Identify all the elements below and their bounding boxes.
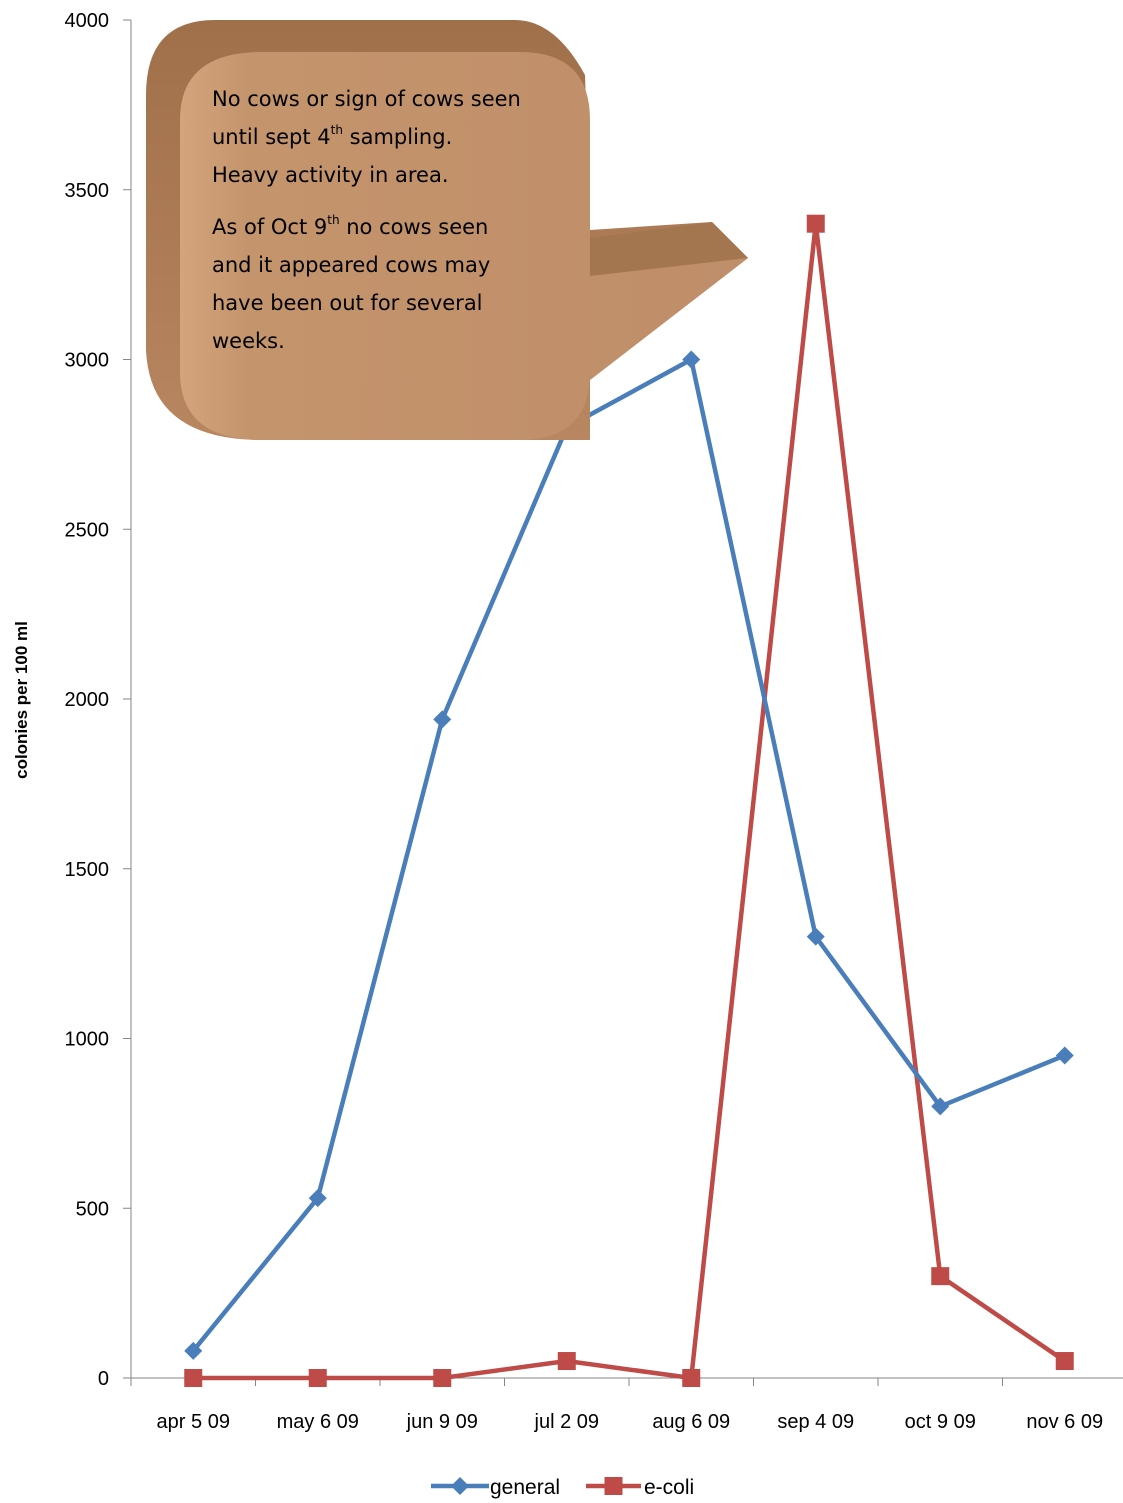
callout-text: No cows or sign of cows seen until sept … — [212, 80, 582, 374]
x-tick-label: oct 9 09 — [905, 1411, 976, 1433]
x-tick-label: apr 5 09 — [157, 1411, 230, 1433]
data-point-general — [1055, 1046, 1074, 1065]
data-point-e-coli — [557, 1352, 576, 1371]
callout-line: Heavy activity in area. — [212, 163, 449, 187]
y-axis-label-group: colonies per 100 ml — [12, 621, 31, 779]
y-tick-label: 2500 — [65, 519, 110, 541]
callout-line: no cows seen — [339, 215, 489, 239]
data-point-e-coli — [184, 1369, 203, 1387]
callout-line: As of Oct 9 — [212, 215, 328, 239]
legend: general e-coli — [431, 1476, 694, 1499]
data-point-general — [184, 1341, 203, 1360]
callout-line: until sept 4 — [212, 125, 331, 149]
x-tick-label: jun 9 09 — [406, 1411, 478, 1433]
x-tick-label: may 6 09 — [277, 1411, 359, 1433]
data-point-e-coli — [931, 1267, 950, 1286]
y-tick-label: 4000 — [65, 10, 110, 32]
callout-line: have been out for several — [212, 291, 483, 315]
data-point-general — [806, 927, 825, 946]
data-point-general — [433, 710, 452, 729]
callout-line: sampling. — [342, 125, 453, 149]
y-tick-label: 500 — [76, 1198, 109, 1220]
series-layer — [184, 214, 1074, 1387]
callout-paragraph-2: As of Oct 9th no cows seen and it appear… — [212, 208, 582, 360]
legend-label: e-coli — [644, 1476, 694, 1499]
axes: 0 500 1000 1500 2000 2500 3000 3500 4000 apr 5 09… — [65, 10, 1123, 1433]
legend-item-e-coli: e-coli — [586, 1476, 694, 1499]
callout-line: weeks. — [212, 329, 285, 353]
legend-marker — [451, 1477, 469, 1495]
x-tick-label: sep 4 09 — [777, 1411, 854, 1433]
callout — [146, 20, 748, 440]
legend-marker — [604, 1477, 623, 1495]
series-general — [184, 350, 1074, 1360]
data-point-e-coli — [308, 1369, 327, 1387]
callout-paragraph-1: No cows or sign of cows seen until sept … — [212, 80, 582, 194]
callout-superscript: th — [327, 213, 340, 227]
series-line-general — [191, 357, 1066, 1353]
data-point-general — [931, 1097, 950, 1116]
callout-superscript: th — [330, 123, 343, 137]
data-point-e-coli — [806, 214, 825, 233]
series-line-e-coli — [193, 221, 1067, 1381]
x-tick-label: nov 6 09 — [1026, 1411, 1103, 1433]
y-tick-label: 1000 — [65, 1029, 110, 1051]
data-point-general — [682, 350, 701, 369]
series-e-coli — [184, 214, 1074, 1387]
y-axis-label: colonies per 100 ml — [12, 621, 31, 779]
data-point-general — [308, 1189, 327, 1208]
x-tick-label: aug 6 09 — [652, 1411, 730, 1433]
callout-face — [180, 52, 748, 440]
x-tick-label: jul 2 09 — [534, 1411, 600, 1433]
callout-line: No cows or sign of cows seen — [212, 87, 521, 111]
data-point-e-coli — [1055, 1352, 1074, 1371]
y-tick-label: 2000 — [65, 689, 110, 711]
y-tick-label: 3000 — [65, 350, 110, 372]
y-tick-label: 0 — [98, 1368, 109, 1390]
legend-label: general — [490, 1476, 560, 1499]
y-tick-label: 1500 — [65, 859, 110, 881]
y-tick-label: 3500 — [65, 180, 110, 202]
legend-item-general: general — [431, 1476, 560, 1499]
data-point-e-coli — [433, 1369, 452, 1387]
data-point-e-coli — [682, 1369, 701, 1387]
callout-line: and it appeared cows may — [212, 253, 491, 277]
